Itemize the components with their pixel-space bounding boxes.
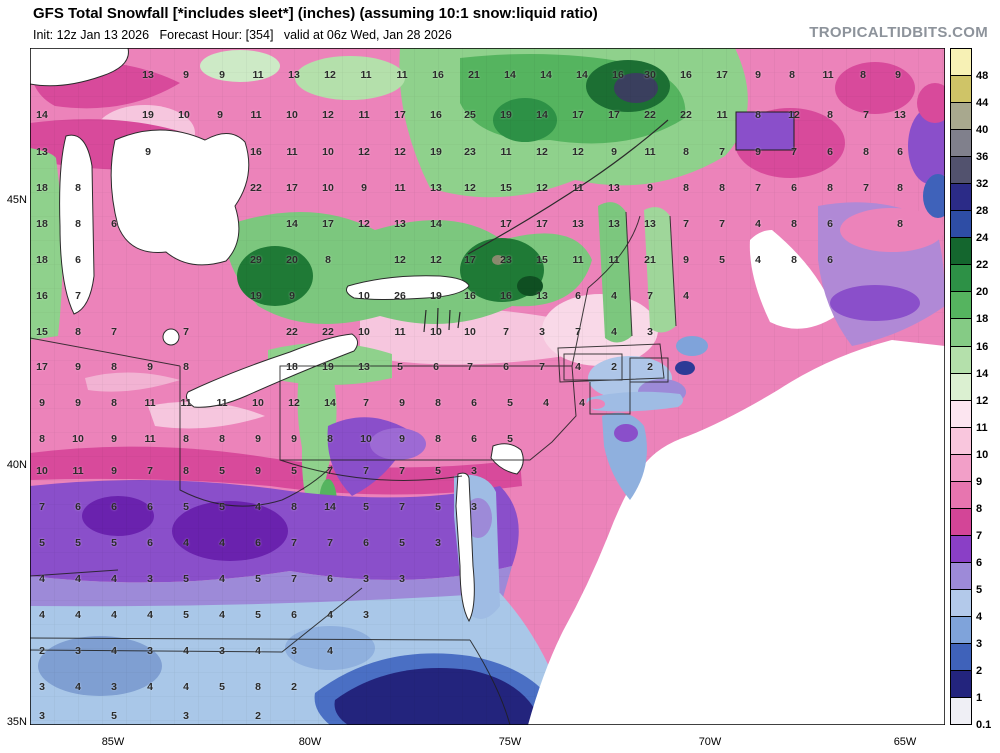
colorbar-cell: 8	[951, 481, 982, 515]
colorbar-cell: 44	[951, 76, 988, 109]
longitude-label: 85W	[101, 736, 125, 748]
colorbar-cell: 2	[951, 644, 982, 677]
colorbar-label: 5	[976, 583, 983, 596]
colorbar-label: 36	[976, 151, 989, 164]
colorbar-cell: 24	[951, 211, 988, 244]
colorbar-label: 8	[976, 502, 983, 515]
colorbar-cell: 7	[951, 508, 982, 542]
site-branding: TROPICALTIDBITS.COM	[809, 24, 988, 41]
init-forecast-line: Init: 12z Jan 13 2026 Forecast Hour: [35…	[33, 28, 452, 42]
colorbar-cell: 32	[951, 157, 988, 190]
snowfall-contour-map	[30, 48, 945, 725]
colorbar-cell: 6	[951, 535, 982, 569]
colorbar-cell: 36	[951, 130, 988, 163]
colorbar-cell: 12	[951, 373, 988, 407]
colorbar-cell: 1	[951, 671, 982, 704]
colorbar-cell: 40	[951, 103, 988, 136]
colorbar-cell: 3	[951, 616, 982, 650]
colorbar-label: 6	[976, 556, 983, 569]
colorbar-cell: 11	[951, 400, 988, 434]
colorbar-cell: 5	[951, 562, 982, 596]
colorbar-label: 4	[976, 610, 983, 623]
colorbar-label: 0.1	[976, 719, 992, 732]
latitude-label: 35N	[6, 716, 27, 728]
longitude-label: 65W	[893, 736, 917, 748]
colorbar-cell: 4	[951, 589, 982, 623]
colorbar-label: 24	[976, 232, 989, 245]
longitude-label: 70W	[698, 736, 722, 748]
colorbar-cell: 18	[951, 292, 988, 325]
colorbar-label: 28	[976, 205, 989, 218]
longitude-label: 75W	[498, 736, 522, 748]
colorbar-label: 10	[976, 448, 989, 461]
latitude-label: 45N	[6, 194, 27, 206]
colorbar-label: 3	[976, 638, 983, 651]
colorbar-label: 40	[976, 124, 989, 137]
colorbar-label: 12	[976, 394, 989, 407]
colorbar-label: 7	[976, 529, 983, 542]
colorbar-cell: 20	[951, 265, 988, 298]
latitude-label: 40N	[6, 459, 27, 471]
longitude-label: 80W	[298, 736, 322, 748]
colorbar-cell: 16	[951, 319, 988, 353]
colorbar-cell: 22	[951, 238, 988, 271]
colorbar-label: 32	[976, 178, 989, 191]
colorbar-cell: 14	[951, 346, 988, 380]
colorbar-label: 2	[976, 665, 983, 678]
page-title: GFS Total Snowfall [*includes sleet*] (i…	[33, 5, 598, 22]
colorbar-cell: 9	[951, 454, 982, 488]
colorbar-label: 1	[976, 692, 983, 705]
colorbar-cell: 0.1	[951, 698, 991, 731]
colorbar-label: 48	[976, 70, 989, 83]
colorbar-label: 14	[976, 367, 989, 380]
colorbar-label: 9	[976, 475, 983, 488]
colorbar-label: 22	[976, 259, 989, 272]
colorbar-label: 11	[976, 421, 988, 434]
colorbar-label: 44	[976, 97, 989, 110]
colorbar: 48 44 40 36 32 28 24 22 20 18 16 14 12 11 10 9 8 7 6 5 4 3 2 1 0…	[950, 48, 991, 731]
forecast-map	[30, 48, 945, 725]
colorbar-cell: 28	[951, 184, 988, 217]
colorbar-label: 18	[976, 313, 989, 326]
colorbar-label: 16	[976, 340, 989, 353]
colorbar-cell: 10	[951, 427, 988, 461]
colorbar-cell: 48	[951, 49, 988, 82]
colorbar-label: 20	[976, 286, 989, 299]
